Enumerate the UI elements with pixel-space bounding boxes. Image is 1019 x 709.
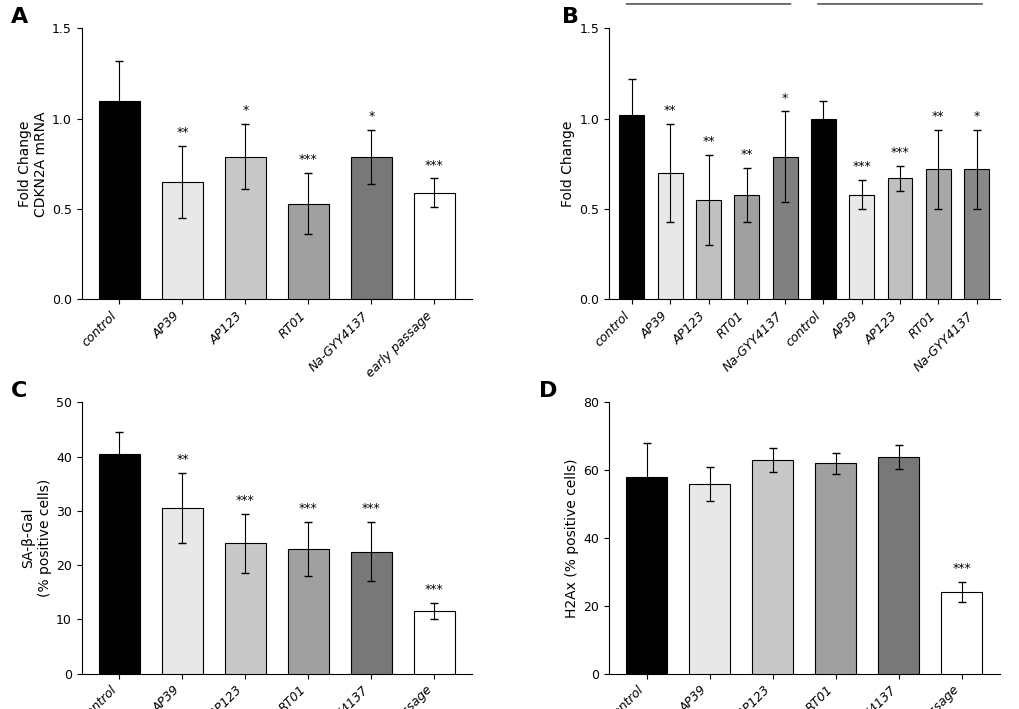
Text: *: * — [243, 104, 249, 118]
Bar — [695, 200, 720, 299]
Bar — [689, 484, 730, 674]
Bar — [657, 173, 682, 299]
Bar — [752, 460, 793, 674]
Bar — [877, 457, 918, 674]
Text: **: ** — [740, 147, 752, 161]
Bar — [619, 115, 644, 299]
Text: ***: *** — [890, 146, 909, 159]
Text: ***: *** — [425, 159, 443, 172]
Text: ***: *** — [425, 584, 443, 596]
Text: ***: *** — [235, 494, 255, 507]
Bar — [99, 101, 140, 299]
Y-axis label: SA-β-Gal
(% positive cells): SA-β-Gal (% positive cells) — [21, 479, 52, 597]
Bar — [162, 182, 203, 299]
Bar — [351, 552, 391, 674]
Bar — [414, 611, 454, 674]
Text: ***: *** — [299, 153, 318, 166]
Y-axis label: Fold Change: Fold Change — [560, 121, 575, 207]
Text: ***: *** — [299, 502, 318, 515]
Y-axis label: Fold Change
CDKN2A mRNA: Fold Change CDKN2A mRNA — [17, 111, 48, 217]
Bar — [734, 195, 758, 299]
Bar — [941, 592, 981, 674]
Text: D: D — [538, 381, 556, 401]
Text: ***: *** — [362, 502, 380, 515]
Bar — [810, 118, 835, 299]
Bar — [849, 195, 873, 299]
Bar — [626, 477, 666, 674]
Bar — [963, 169, 988, 299]
Text: **: ** — [931, 110, 944, 123]
Text: *: * — [368, 110, 374, 123]
Text: **: ** — [176, 126, 189, 139]
Text: C: C — [11, 381, 28, 401]
Bar — [351, 157, 391, 299]
Text: **: ** — [702, 135, 714, 148]
Text: *: * — [972, 110, 979, 123]
Text: **: ** — [663, 104, 676, 118]
Bar — [287, 549, 328, 674]
Text: B: B — [561, 6, 579, 27]
Text: *: * — [782, 91, 788, 105]
Text: ***: *** — [852, 160, 870, 174]
Bar — [225, 543, 266, 674]
Bar — [814, 464, 855, 674]
Text: ***: *** — [952, 562, 970, 575]
Bar — [414, 193, 454, 299]
Y-axis label: H2Ax (% positive cells): H2Ax (% positive cells) — [565, 458, 579, 618]
Bar — [887, 179, 912, 299]
Bar — [225, 157, 266, 299]
Bar — [772, 157, 797, 299]
Text: A: A — [11, 6, 29, 27]
Text: **: ** — [176, 453, 189, 467]
Bar — [162, 508, 203, 674]
Bar — [99, 454, 140, 674]
Bar — [925, 169, 950, 299]
Bar — [287, 203, 328, 299]
